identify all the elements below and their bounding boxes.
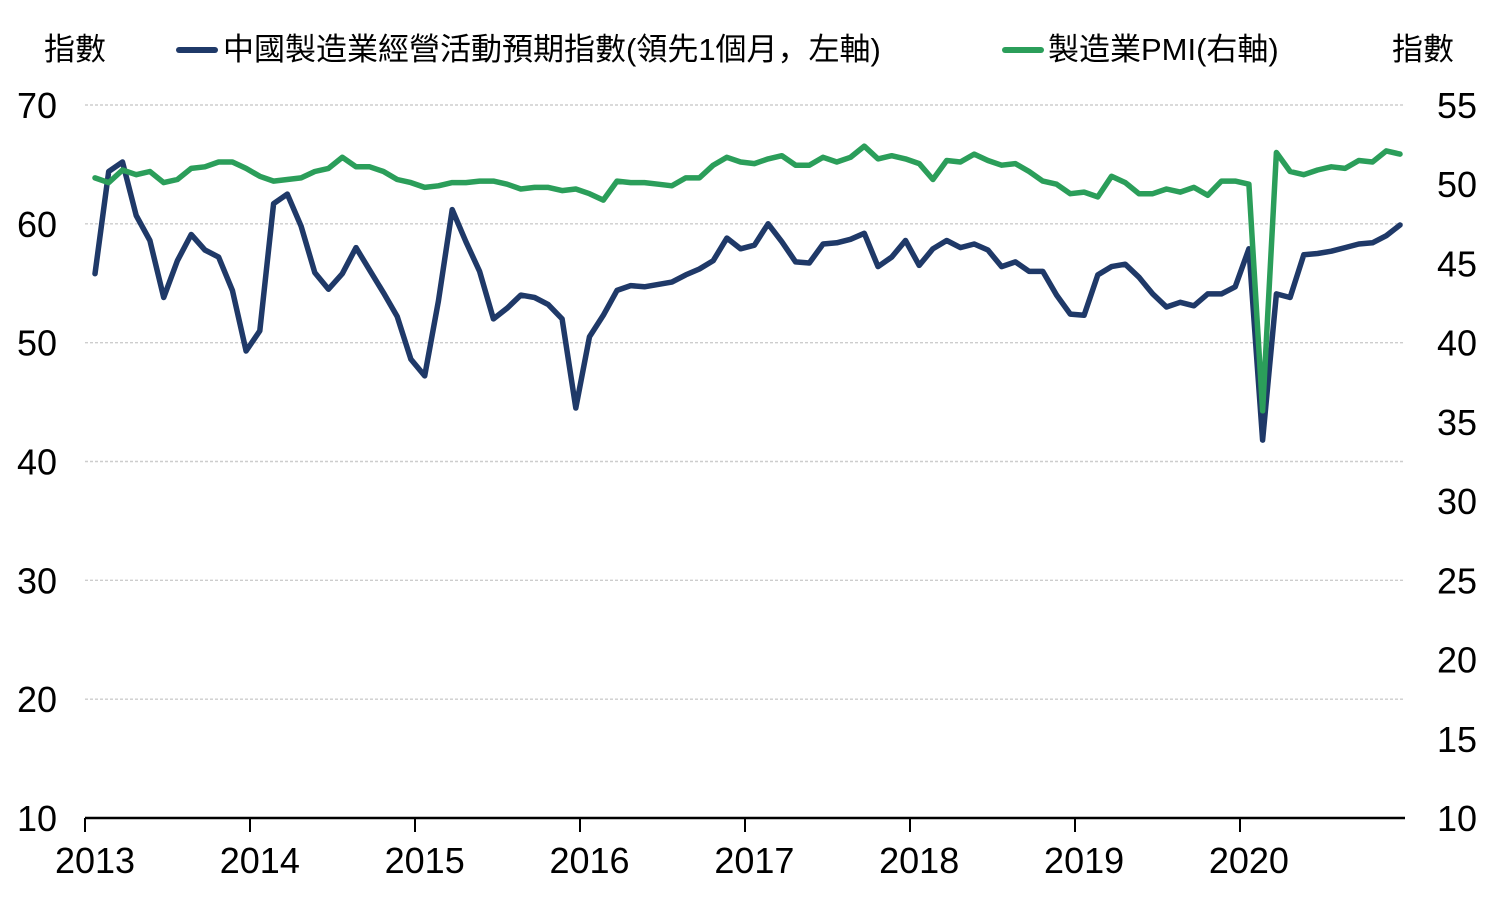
svg-text:15: 15 [1437,719,1477,760]
y-gridlines [85,104,1405,700]
svg-text:70: 70 [17,85,57,126]
svg-text:35: 35 [1437,402,1477,443]
svg-text:60: 60 [17,204,57,245]
svg-text:10: 10 [1437,798,1477,839]
svg-text:40: 40 [17,442,57,483]
x-axis-ticks [84,818,1241,832]
svg-text:50: 50 [17,323,57,364]
x-axis-year-labels: 2013 2014 2015 2016 2017 2018 2019 2020 [55,840,1289,881]
svg-text:20: 20 [1437,640,1477,681]
right-axis-title: 指數 [1392,32,1454,67]
svg-text:20: 20 [17,679,57,720]
svg-text:2014: 2014 [220,840,300,881]
svg-text:2019: 2019 [1044,840,1124,881]
series-expectations-line [92,159,1403,443]
legend-label-expectations: 中國製造業經營活動預期指數(領先1個月，左軸) [223,32,881,67]
svg-text:45: 45 [1437,243,1477,284]
svg-text:25: 25 [1437,560,1477,601]
svg-text:30: 30 [17,560,57,601]
svg-text:10: 10 [17,798,57,839]
svg-text:2020: 2020 [1209,840,1289,881]
svg-text:55: 55 [1437,85,1477,126]
svg-text:2013: 2013 [55,840,135,881]
svg-text:2018: 2018 [879,840,959,881]
left-axis-title: 指數 [44,32,106,67]
series-pmi-line [92,143,1403,414]
right-axis-tick-labels: 55 50 45 40 35 30 25 20 15 10 [1437,85,1477,839]
legend-swatch-expectations [176,47,218,53]
svg-text:40: 40 [1437,323,1477,364]
svg-text:2017: 2017 [714,840,794,881]
legend-label-pmi: 製造業PMI(右軸) [1048,32,1279,67]
legend-swatch-pmi [1002,47,1044,53]
svg-text:30: 30 [1437,481,1477,522]
left-axis-tick-labels: 70 60 50 40 30 20 10 [17,85,57,839]
svg-text:2016: 2016 [549,840,629,881]
svg-text:50: 50 [1437,164,1477,205]
svg-text:2015: 2015 [385,840,465,881]
